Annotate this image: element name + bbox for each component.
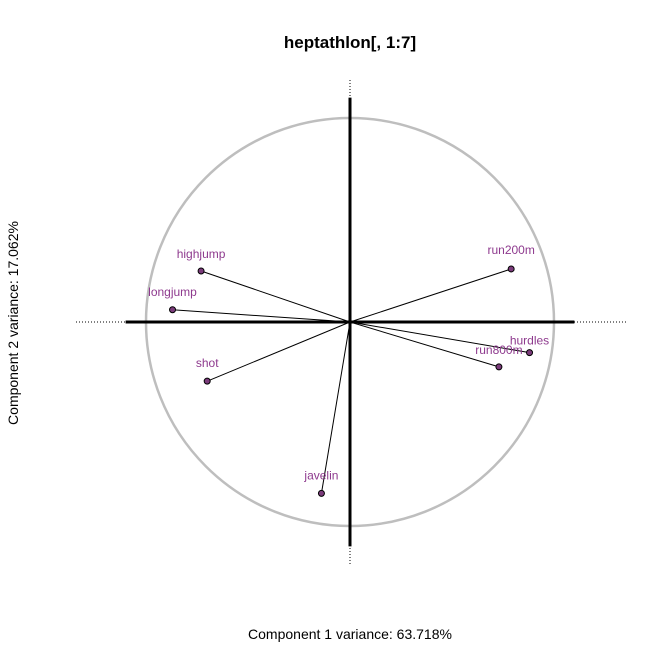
point-label-shot: shot xyxy=(196,356,219,370)
chart-title: heptathlon[, 1:7] xyxy=(284,33,416,52)
point-hurdles xyxy=(526,349,534,357)
point-run200m xyxy=(507,265,515,273)
plot-area: hurdles highjump shot run200m longjump javeli… xyxy=(76,80,626,566)
point-label-longjump: longjump xyxy=(148,285,197,299)
x-axis-label: Component 1 variance: 63.718% xyxy=(248,626,452,642)
loading-line-javelin xyxy=(320,321,351,494)
y-axis-label: Component 2 variance: 17.062% xyxy=(5,221,21,425)
point-highjump xyxy=(197,267,205,275)
loading-line-run200m xyxy=(349,268,512,323)
loading-line-shot xyxy=(207,321,351,382)
loading-line-longjump xyxy=(172,309,351,323)
point-javelin xyxy=(317,489,325,497)
point-longjump xyxy=(169,306,177,314)
point-label-hurdles: hurdles xyxy=(510,334,549,348)
point-shot xyxy=(203,377,211,385)
loading-line-run800m xyxy=(349,321,500,368)
loading-line-hurdles xyxy=(349,321,530,354)
point-label-highjump: highjump xyxy=(177,247,226,261)
point-label-run800m: run800m xyxy=(475,343,522,357)
point-label-javelin: javelin xyxy=(303,468,338,482)
point-label-run200m: run200m xyxy=(487,243,534,257)
point-run800m xyxy=(495,363,503,371)
loading-line-highjump xyxy=(200,270,351,323)
